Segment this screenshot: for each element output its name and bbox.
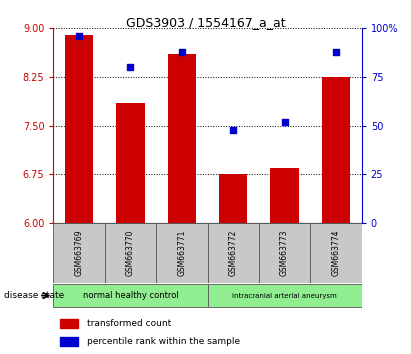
Point xyxy=(281,119,288,125)
FancyBboxPatch shape xyxy=(105,223,156,283)
Bar xyxy=(116,103,145,223)
Bar xyxy=(322,77,350,223)
FancyBboxPatch shape xyxy=(208,223,259,283)
Text: disease state: disease state xyxy=(4,291,65,300)
FancyBboxPatch shape xyxy=(208,284,362,308)
FancyBboxPatch shape xyxy=(310,223,362,283)
Point xyxy=(76,33,82,39)
Point xyxy=(333,49,339,55)
Bar xyxy=(219,175,247,223)
Text: transformed count: transformed count xyxy=(87,319,171,328)
Text: GSM663772: GSM663772 xyxy=(229,230,238,276)
FancyBboxPatch shape xyxy=(53,284,208,308)
Point xyxy=(178,49,185,55)
Point xyxy=(127,64,134,70)
Text: GDS3903 / 1554167_a_at: GDS3903 / 1554167_a_at xyxy=(126,16,285,29)
Bar xyxy=(60,337,78,346)
Text: GSM663770: GSM663770 xyxy=(126,230,135,276)
Text: GSM663771: GSM663771 xyxy=(178,230,186,276)
Bar xyxy=(270,168,299,223)
FancyBboxPatch shape xyxy=(259,223,310,283)
Bar xyxy=(60,319,78,328)
Text: intracranial arterial aneurysm: intracranial arterial aneurysm xyxy=(232,293,337,298)
Text: normal healthy control: normal healthy control xyxy=(83,291,178,300)
Point xyxy=(230,127,237,132)
Text: GSM663773: GSM663773 xyxy=(280,230,289,276)
FancyBboxPatch shape xyxy=(53,223,105,283)
Text: GSM663774: GSM663774 xyxy=(332,230,340,276)
FancyBboxPatch shape xyxy=(156,223,208,283)
Text: GSM663769: GSM663769 xyxy=(75,230,83,276)
Bar xyxy=(65,35,93,223)
Bar xyxy=(168,54,196,223)
Text: percentile rank within the sample: percentile rank within the sample xyxy=(87,337,240,346)
